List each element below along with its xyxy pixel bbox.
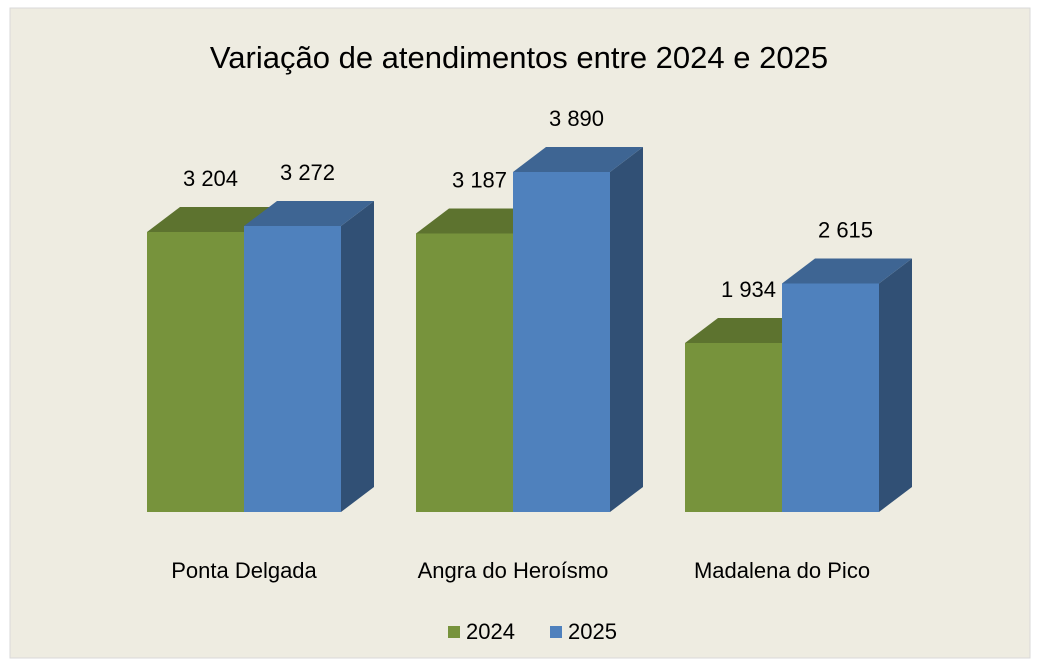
data-label: 3 187 xyxy=(452,167,507,192)
chart-title: Variação de atendimentos entre 2024 e 20… xyxy=(210,40,828,75)
bar xyxy=(244,201,374,512)
legend-swatch xyxy=(448,626,460,638)
data-label: 3 204 xyxy=(183,166,238,191)
legend-label: 2025 xyxy=(568,619,617,644)
bar xyxy=(782,258,912,512)
legend-swatch xyxy=(550,626,562,638)
bar-side xyxy=(610,147,643,512)
data-label: 1 934 xyxy=(721,277,776,302)
data-label: 3 890 xyxy=(549,106,604,131)
bar-side xyxy=(341,201,374,512)
bar-front xyxy=(782,283,879,512)
legend-label: 2024 xyxy=(466,619,515,644)
data-label: 3 272 xyxy=(280,160,335,185)
x-tick-label: Madalena do Pico xyxy=(694,558,870,583)
bar-front xyxy=(416,233,513,512)
bar-top xyxy=(244,201,374,227)
x-tick-label: Angra do Heroísmo xyxy=(418,558,609,583)
bar xyxy=(513,147,643,512)
bar-front xyxy=(244,226,341,512)
bar-front xyxy=(147,231,244,512)
bar-front xyxy=(513,172,610,512)
bar-side xyxy=(879,258,912,512)
bar-top xyxy=(513,147,643,172)
bar-top xyxy=(782,258,912,284)
data-label: 2 615 xyxy=(818,217,873,242)
bar-front xyxy=(685,342,782,512)
x-tick-label: Ponta Delgada xyxy=(171,558,317,583)
